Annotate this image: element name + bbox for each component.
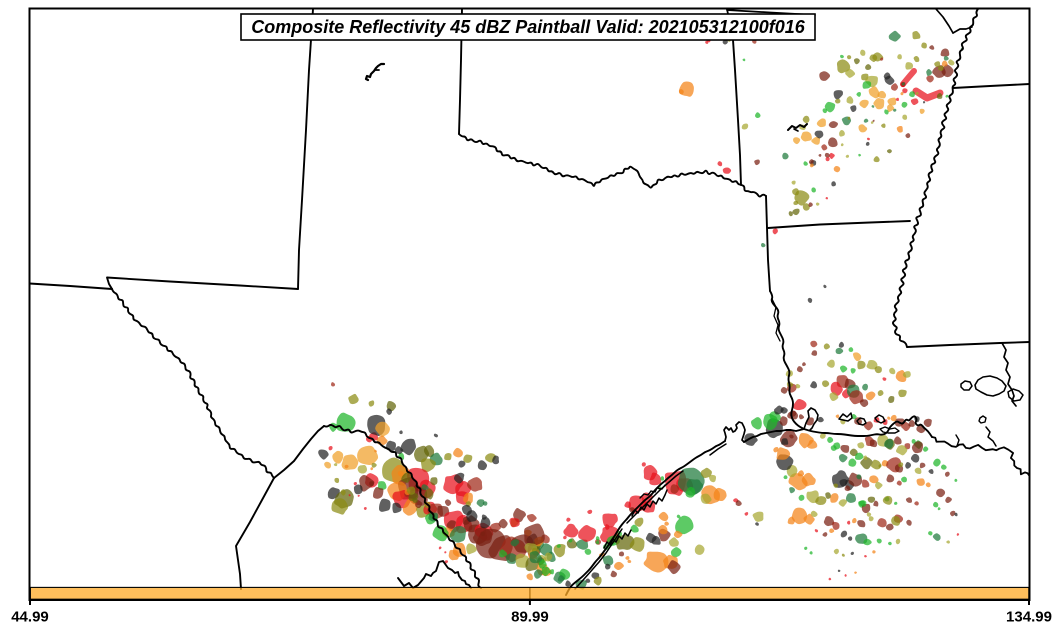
svg-text:44.99: 44.99 [11,609,49,626]
svg-text:89.99: 89.99 [511,609,549,626]
svg-text:Composite Reflectivity 45 dBZ: Composite Reflectivity 45 dBZ Paintball … [251,17,806,37]
svg-text:134.99: 134.99 [1006,609,1052,626]
